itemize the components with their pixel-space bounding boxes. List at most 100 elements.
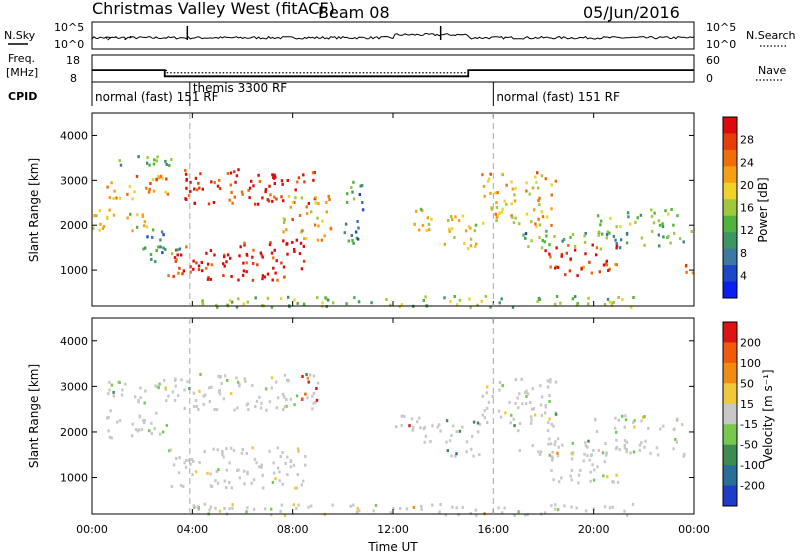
cell <box>569 474 572 478</box>
cell <box>241 192 244 196</box>
cell <box>575 506 578 510</box>
cell <box>530 418 533 422</box>
cell <box>481 173 484 177</box>
cell <box>582 459 585 463</box>
cell <box>176 253 179 257</box>
cell <box>131 229 134 233</box>
cell <box>182 484 185 488</box>
cell <box>548 243 551 247</box>
cell <box>539 384 542 388</box>
cell <box>514 216 517 220</box>
cell <box>246 300 249 304</box>
cell <box>486 421 489 424</box>
cell <box>118 196 122 200</box>
cell <box>558 480 561 484</box>
noise-dot-2 <box>105 37 108 39</box>
cell <box>252 262 255 265</box>
cell <box>656 453 660 457</box>
cell <box>208 386 211 390</box>
noise-tick-right-bottom: 10^0 <box>706 38 736 51</box>
cell <box>201 301 204 305</box>
cell <box>167 394 170 398</box>
cell <box>321 219 324 223</box>
cell <box>283 513 287 517</box>
cell <box>243 241 246 245</box>
cell <box>151 228 155 232</box>
cell <box>482 184 486 188</box>
cell <box>197 507 200 511</box>
cell <box>412 425 415 429</box>
cell <box>108 380 111 384</box>
cell <box>405 507 409 511</box>
cell <box>136 429 140 433</box>
cell <box>198 389 201 393</box>
cell <box>615 225 618 229</box>
x-tick-label-2: 08:00 <box>277 523 309 536</box>
cell <box>307 202 310 205</box>
cell <box>516 396 519 400</box>
cell <box>229 171 233 175</box>
cell <box>201 269 204 273</box>
cell <box>95 214 98 218</box>
cell <box>514 378 517 382</box>
power-panel: 1000 2000 3000 4000 Slant Range [km] 28 24 20… <box>27 112 770 309</box>
cell <box>559 301 562 305</box>
cell <box>285 398 288 402</box>
cell <box>545 234 548 238</box>
cpid-label: CPID <box>8 90 37 103</box>
cell <box>482 221 485 225</box>
colorbar-frame <box>722 321 738 507</box>
cell <box>531 387 534 391</box>
cell <box>164 386 167 390</box>
cell <box>350 186 353 189</box>
y-tick-label-2: 3000 <box>60 380 88 393</box>
cell <box>517 510 520 514</box>
power-y-ticks: 1000 2000 3000 4000 <box>60 129 694 277</box>
cpid-mode-2: normal (fast) 151 RF <box>492 82 620 106</box>
cell <box>469 226 472 230</box>
cell <box>488 177 491 181</box>
cell <box>658 244 661 248</box>
cell <box>512 417 515 421</box>
cell <box>389 303 392 307</box>
cell <box>601 451 605 455</box>
cell <box>167 274 170 278</box>
cell <box>538 298 542 301</box>
cell <box>191 473 194 477</box>
cell <box>605 233 609 237</box>
cell <box>615 473 618 477</box>
cell <box>629 451 632 455</box>
cell <box>228 198 231 202</box>
cell <box>623 509 626 513</box>
cell <box>159 238 162 242</box>
colorbar-tick-2: 50 <box>740 377 754 390</box>
cell <box>530 239 533 243</box>
cell <box>538 196 541 200</box>
cell <box>263 275 267 279</box>
cell <box>587 296 590 300</box>
cell <box>591 243 594 247</box>
colorbar-tick-2: 20 <box>740 179 754 192</box>
cell <box>172 463 176 467</box>
cell <box>130 434 134 438</box>
cell <box>293 200 296 204</box>
cell <box>497 409 501 413</box>
cell <box>574 295 577 299</box>
cell <box>121 388 124 392</box>
cell <box>352 180 355 184</box>
cell <box>428 228 431 232</box>
cell <box>243 243 246 247</box>
cell <box>205 251 208 255</box>
cell <box>540 246 544 250</box>
colorbar-segment-4 <box>723 182 737 200</box>
cell <box>233 408 236 412</box>
cell <box>570 468 574 472</box>
cell <box>474 245 477 249</box>
cell <box>399 507 402 511</box>
cell <box>192 460 195 463</box>
cell <box>270 513 273 517</box>
cell <box>560 254 563 258</box>
cell <box>347 239 350 243</box>
cell <box>202 394 205 398</box>
x-tick-label-4: 16:00 <box>477 523 509 536</box>
